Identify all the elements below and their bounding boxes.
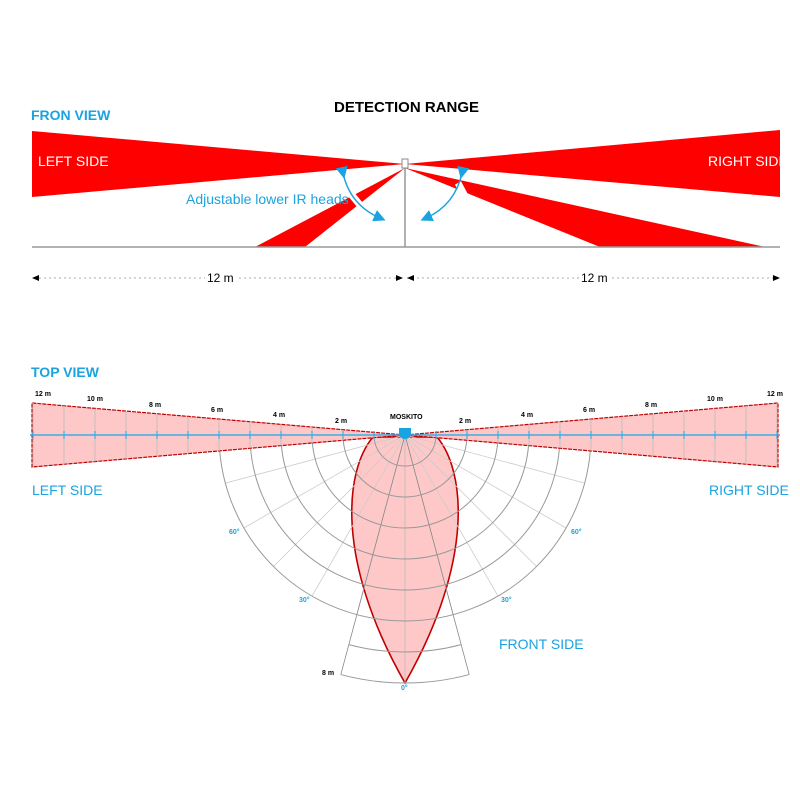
top-view-heading: TOP VIEW bbox=[31, 364, 99, 380]
sensor-device bbox=[401, 158, 409, 169]
distance-label: 6 m bbox=[211, 407, 224, 414]
distance-label: 12 m bbox=[35, 391, 51, 398]
left-distance: 12 m bbox=[205, 271, 236, 285]
range-arc bbox=[280, 439, 530, 560]
right-adjust-arrow-icon bbox=[420, 165, 470, 222]
device-label: MOSKITO bbox=[390, 414, 423, 421]
adjust-note: Adjustable lower IR heads bbox=[186, 191, 349, 207]
front-left-label: LEFT SIDE bbox=[38, 153, 109, 169]
distance-label: 4 m bbox=[273, 412, 286, 420]
range-arc bbox=[218, 441, 592, 622]
front-view-heading: FRON VIEW bbox=[31, 107, 111, 123]
front-distance: 8 m bbox=[322, 670, 335, 677]
angle-60-left: 60° bbox=[229, 529, 240, 536]
angle-30-left: 30° bbox=[299, 597, 310, 604]
right-lower-beam bbox=[405, 168, 765, 247]
distance-label: 10 m bbox=[707, 396, 723, 404]
range-arc bbox=[373, 436, 437, 467]
distance-label: 8 m bbox=[149, 401, 162, 409]
distance-label: 8 m bbox=[645, 401, 658, 409]
top-left-label: LEFT SIDE bbox=[32, 482, 103, 498]
left-adjust-arrow-icon bbox=[335, 165, 386, 222]
left-lower-beam bbox=[255, 168, 405, 247]
front-side-label: FRONT SIDE bbox=[499, 636, 584, 652]
range-arc bbox=[340, 674, 470, 684]
distance-label: 4 m bbox=[521, 412, 534, 420]
right-upper-beam bbox=[405, 130, 780, 197]
angle-30-right: 30° bbox=[501, 597, 512, 604]
top-right-label: RIGHT SIDE bbox=[709, 482, 789, 498]
range-arc bbox=[342, 437, 468, 498]
distance-label: 12 m bbox=[767, 391, 783, 398]
left-upper-beam bbox=[32, 131, 405, 197]
range-arc bbox=[348, 644, 462, 653]
distance-label: 10 m bbox=[87, 396, 103, 404]
front-view bbox=[32, 130, 780, 281]
angle-0: 0° bbox=[401, 685, 408, 692]
moskito-sensor-icon bbox=[399, 428, 411, 439]
top-view bbox=[30, 402, 780, 685]
right-distance: 12 m bbox=[579, 271, 610, 285]
distance-label: 2 m bbox=[459, 417, 472, 425]
range-arc bbox=[311, 438, 499, 529]
distance-label: 2 m bbox=[335, 417, 348, 425]
page-title: DETECTION RANGE bbox=[334, 99, 480, 116]
range-arc bbox=[249, 440, 561, 591]
distance-label: 6 m bbox=[583, 407, 596, 414]
angle-60-right: 60° bbox=[571, 529, 582, 536]
front-right-label: RIGHT SIDE bbox=[708, 153, 788, 169]
